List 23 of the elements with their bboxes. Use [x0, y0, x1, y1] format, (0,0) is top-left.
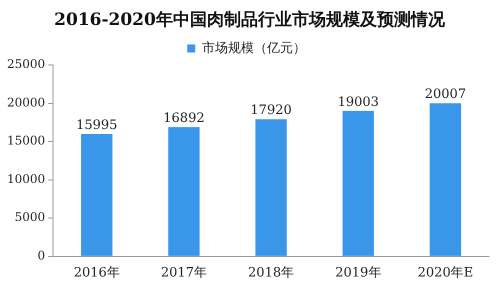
x-tick-label: 2016年 — [74, 266, 120, 281]
bar — [81, 134, 112, 256]
data-label: 17920 — [250, 103, 292, 118]
y-tick-label: 20000 — [6, 95, 46, 110]
x-tick-label: 2020年E — [418, 266, 474, 281]
y-tick-label: 15000 — [6, 134, 46, 148]
data-label: 19003 — [338, 94, 379, 110]
bar — [430, 103, 462, 256]
chart-title: 2016-2020年中国肉制品行业市场规模及预测情况 — [53, 9, 446, 32]
x-tick-label: 2017年 — [160, 266, 207, 281]
legend-label: 市场规模（亿元） — [202, 40, 306, 56]
data-label: 20007 — [424, 87, 466, 102]
bar — [255, 119, 287, 256]
data-label: 15995 — [76, 118, 118, 133]
x-tick-label: 2019年 — [335, 266, 382, 281]
y-tick-label: 0 — [38, 248, 46, 263]
bar — [342, 110, 374, 256]
y-tick-label: 5000 — [14, 210, 46, 224]
y-tick-label: 10000 — [6, 172, 46, 186]
bar — [168, 127, 200, 256]
x-tick-label: 2018年 — [248, 266, 294, 281]
data-label: 16892 — [163, 110, 205, 126]
y-tick-label: 25000 — [6, 57, 46, 72]
